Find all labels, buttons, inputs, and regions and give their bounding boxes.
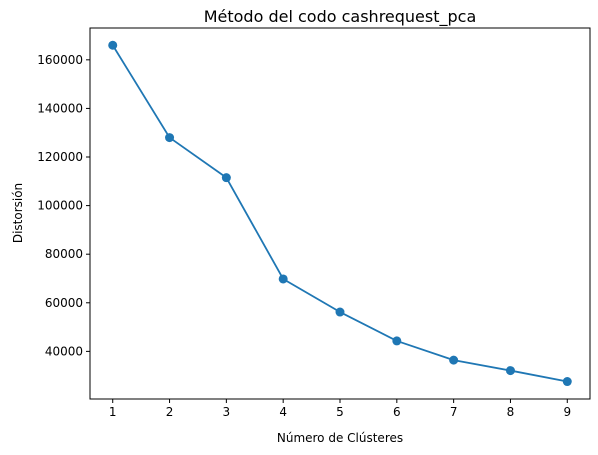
x-tick-label: 4 (279, 405, 287, 419)
data-point (505, 366, 515, 376)
x-tick-label: 7 (450, 405, 458, 419)
x-tick-label: 8 (507, 405, 515, 419)
x-ticks: 1 2 3 4 5 6 7 8 9 (109, 399, 571, 419)
y-tick-label: 140000 (37, 101, 83, 115)
x-tick-label: 6 (393, 405, 401, 419)
y-tick-label: 60000 (45, 296, 83, 310)
y-tick-label: 120000 (37, 150, 83, 164)
data-point (392, 336, 402, 346)
x-axis-title: Número de Clústeres (277, 431, 403, 445)
x-tick-label: 5 (336, 405, 344, 419)
data-point (562, 377, 572, 387)
data-point (335, 307, 345, 317)
data-point (108, 40, 118, 50)
x-tick-label: 9 (563, 405, 571, 419)
chart-title: Método del codo cashrequest_pca (204, 7, 477, 27)
plot-area (89, 27, 591, 400)
series (108, 40, 572, 387)
y-tick-label: 40000 (45, 344, 83, 358)
x-tick-label: 2 (166, 405, 174, 419)
y-axis-title: Distorsión (11, 183, 25, 243)
data-point (449, 355, 459, 365)
x-tick-label: 1 (109, 405, 117, 419)
y-tick-label: 160000 (37, 53, 83, 67)
y-tick-label: 100000 (37, 199, 83, 213)
y-ticks: 40000 60000 80000 100000 120000 140000 160000 (37, 53, 90, 358)
data-point (278, 274, 288, 284)
data-point (165, 133, 175, 143)
y-tick-label: 80000 (45, 247, 83, 261)
x-tick-label: 3 (223, 405, 231, 419)
data-point (221, 173, 231, 183)
